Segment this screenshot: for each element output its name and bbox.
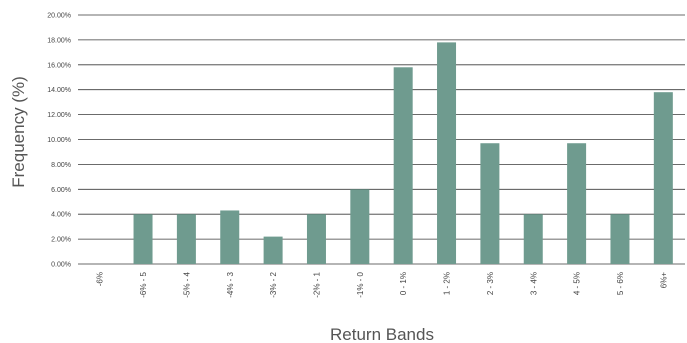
x-tick-label: -2% - 1: [312, 271, 321, 297]
y-tick-label: 18.00%: [47, 37, 71, 44]
bar: [480, 143, 500, 264]
y-tick-label: 12.00%: [47, 112, 71, 119]
x-tick-label: -6% - 5: [139, 271, 148, 297]
y-tick-label: 14.00%: [47, 87, 71, 94]
x-tick-label: 6%+: [659, 272, 668, 289]
y-tick-label: 8.00%: [51, 162, 71, 169]
y-axis-ticks: 0.00% 2.00% 4.00% 6.00% 8.00% 10.00% 12.00% 14.…: [47, 13, 71, 269]
bar: [176, 214, 196, 264]
bar: [133, 214, 153, 264]
x-tick-label: -4% - 3: [226, 271, 235, 297]
x-tick-label: 2 - 3%: [486, 272, 495, 295]
x-tick-label: 1 - 2%: [443, 272, 452, 295]
y-tick-label: 0.00%: [51, 262, 71, 269]
y-tick-label: 16.00%: [47, 62, 71, 69]
grid-lines: [78, 14, 685, 265]
bar: [306, 214, 326, 264]
bar: [350, 189, 370, 264]
x-axis-ticks: -6% -6% - 5 -5% - 4 -4% - 3 -3% - 2 -2% - 1 -1…: [96, 271, 669, 297]
bar: [437, 42, 457, 264]
x-tick-label: 3 - 4%: [529, 272, 538, 295]
y-tick-label: 20.00%: [47, 13, 71, 20]
y-tick-label: 2.00%: [51, 237, 71, 244]
bar: [263, 236, 283, 264]
y-tick-label: 6.00%: [51, 187, 71, 194]
bar: [610, 214, 630, 264]
x-axis-label: Return Bands: [330, 325, 434, 343]
x-tick-label: -5% - 4: [182, 271, 191, 297]
x-tick-label: -3% - 2: [269, 271, 278, 297]
x-tick-label: -6%: [96, 272, 105, 286]
bar: [393, 67, 413, 264]
x-tick-label: -1% - 0: [356, 271, 365, 297]
y-tick-label: 4.00%: [51, 212, 71, 219]
bars: [133, 42, 673, 264]
bar: [220, 210, 240, 264]
y-tick-label: 10.00%: [47, 137, 71, 144]
x-tick-label: 4 - 5%: [573, 272, 582, 295]
bar: [653, 92, 673, 264]
bar: [567, 143, 587, 264]
y-axis-label: Frequency (%): [9, 76, 28, 187]
x-tick-label: 0 - 1%: [399, 272, 408, 295]
x-tick-label: 5 - 6%: [616, 272, 625, 295]
bar: [523, 214, 543, 264]
